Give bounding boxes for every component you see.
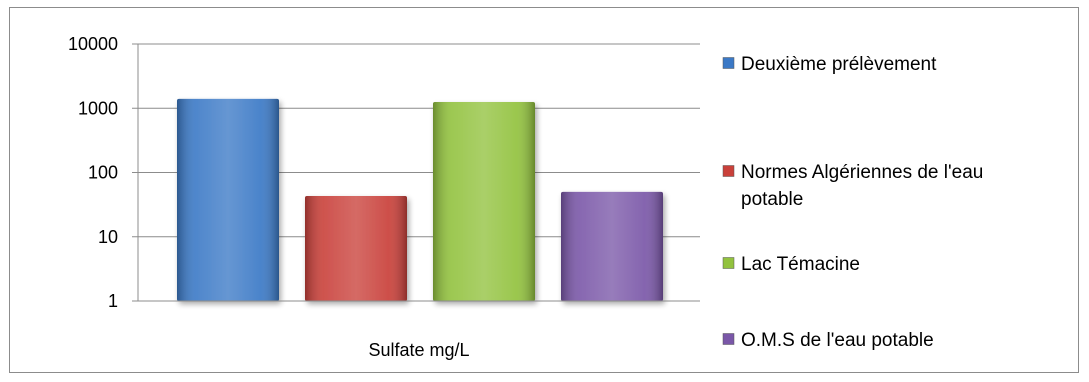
legend-label: Normes Algériennes de l'eau potable: [741, 162, 983, 210]
y-tick-label: 10000: [68, 34, 118, 54]
legend-swatch: [722, 57, 735, 69]
bar-group: [561, 191, 663, 301]
bar-highlight: [305, 196, 407, 301]
bar-group: [305, 196, 407, 301]
bar-highlight: [433, 102, 535, 301]
legend-swatch: [722, 257, 735, 269]
legend-swatch: [722, 333, 735, 345]
y-tick-label: 100: [88, 163, 118, 183]
y-axis: 1 10 100 1000 10000: [68, 34, 139, 311]
legend-label: Lac Témacine: [741, 254, 860, 275]
y-tick-label: 1000: [78, 98, 118, 118]
bar-group: [433, 102, 535, 301]
legend-label: Deuxième prélèvement: [741, 54, 937, 75]
x-axis: Sulfate mg/L: [138, 300, 700, 360]
bar-group: [177, 98, 279, 302]
bar-highlight: [561, 191, 663, 301]
bar-highlight: [177, 98, 279, 302]
legend-label: O.M.S de l'eau potable: [741, 330, 934, 351]
x-category-label: Sulfate mg/L: [368, 340, 469, 360]
bars: [177, 98, 663, 302]
y-tick-label: 1: [108, 291, 118, 311]
y-tick-label: 10: [98, 227, 118, 247]
legend: Deuxième prélèvement Normes Algériennes d…: [722, 54, 983, 351]
legend-swatch: [722, 165, 735, 177]
